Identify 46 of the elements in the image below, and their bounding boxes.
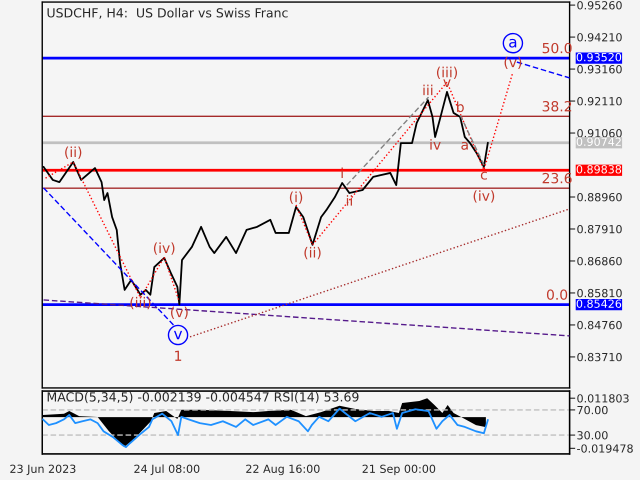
y-tick-label: 0.94210 xyxy=(577,33,622,42)
annotation: (iii) xyxy=(436,66,457,80)
annotation: b xyxy=(457,101,464,112)
annotation: c xyxy=(480,172,487,180)
ref-line-label: 0.93520 xyxy=(576,52,622,62)
annotation: (v) xyxy=(504,56,522,69)
y-tick-label: 0.88960 xyxy=(577,192,622,202)
x-tick-label: 23 Jun 2023 xyxy=(10,464,76,476)
ref-line-label: 0.90742 xyxy=(576,138,621,146)
ref-line-label: 0.89838 xyxy=(576,165,622,174)
y-tick-label: -0.019478 xyxy=(577,444,633,453)
y-tick-label: 0.95260 xyxy=(577,1,622,10)
annotation: (ii) xyxy=(65,146,82,159)
x-tick-label: 24 Jul 08:00 xyxy=(134,464,200,476)
annotation: iii xyxy=(423,84,432,96)
y-tick-label: 0.011803 xyxy=(577,394,629,403)
ref-line-label: 0.85426 xyxy=(576,299,622,308)
annotation: 1 xyxy=(175,350,182,361)
annotation: ii xyxy=(346,195,352,206)
annotation: (i) xyxy=(290,192,302,204)
y-tick-label: 0.83710 xyxy=(577,352,622,362)
y-tick-label: 0.92110 xyxy=(577,97,622,106)
y-tick-label: 0.85810 xyxy=(577,288,622,298)
y-tick-label: 0.87910 xyxy=(577,224,622,234)
chart-title: MACD(5,34,5) -0.002139 -0.004547 RSI(14) 53.69 xyxy=(48,392,359,404)
y-tick-label: 0.93160 xyxy=(577,65,622,74)
data-label: a xyxy=(509,38,516,48)
y-tick-label: 0.86860 xyxy=(577,256,622,266)
annotation: (iii) xyxy=(130,296,150,310)
chart-title: USDCHF, H4: US Dollar vs Swiss Franc xyxy=(48,8,288,19)
data-label: v xyxy=(174,330,182,340)
annotation: i xyxy=(342,167,343,178)
y-tick-label: 0.91060 xyxy=(577,129,622,138)
y-tick-label: 0.84760 xyxy=(577,320,622,330)
y2-tick-label: 70.00 xyxy=(577,406,608,414)
x-tick-label: 22 Aug 16:00 xyxy=(246,464,320,476)
annotation: a xyxy=(461,142,468,150)
annotation: iv xyxy=(430,139,441,150)
annotation: 0.0 xyxy=(546,289,568,300)
annotation: (iv) xyxy=(474,190,494,203)
annotation: (v) xyxy=(171,306,188,319)
annotation: (ii) xyxy=(304,246,321,260)
annotation: (iv) xyxy=(154,242,174,255)
y2-tick-label: 30.00 xyxy=(577,431,608,440)
x-tick-label: 21 Sep 00:00 xyxy=(362,464,436,476)
line-series xyxy=(42,408,489,448)
